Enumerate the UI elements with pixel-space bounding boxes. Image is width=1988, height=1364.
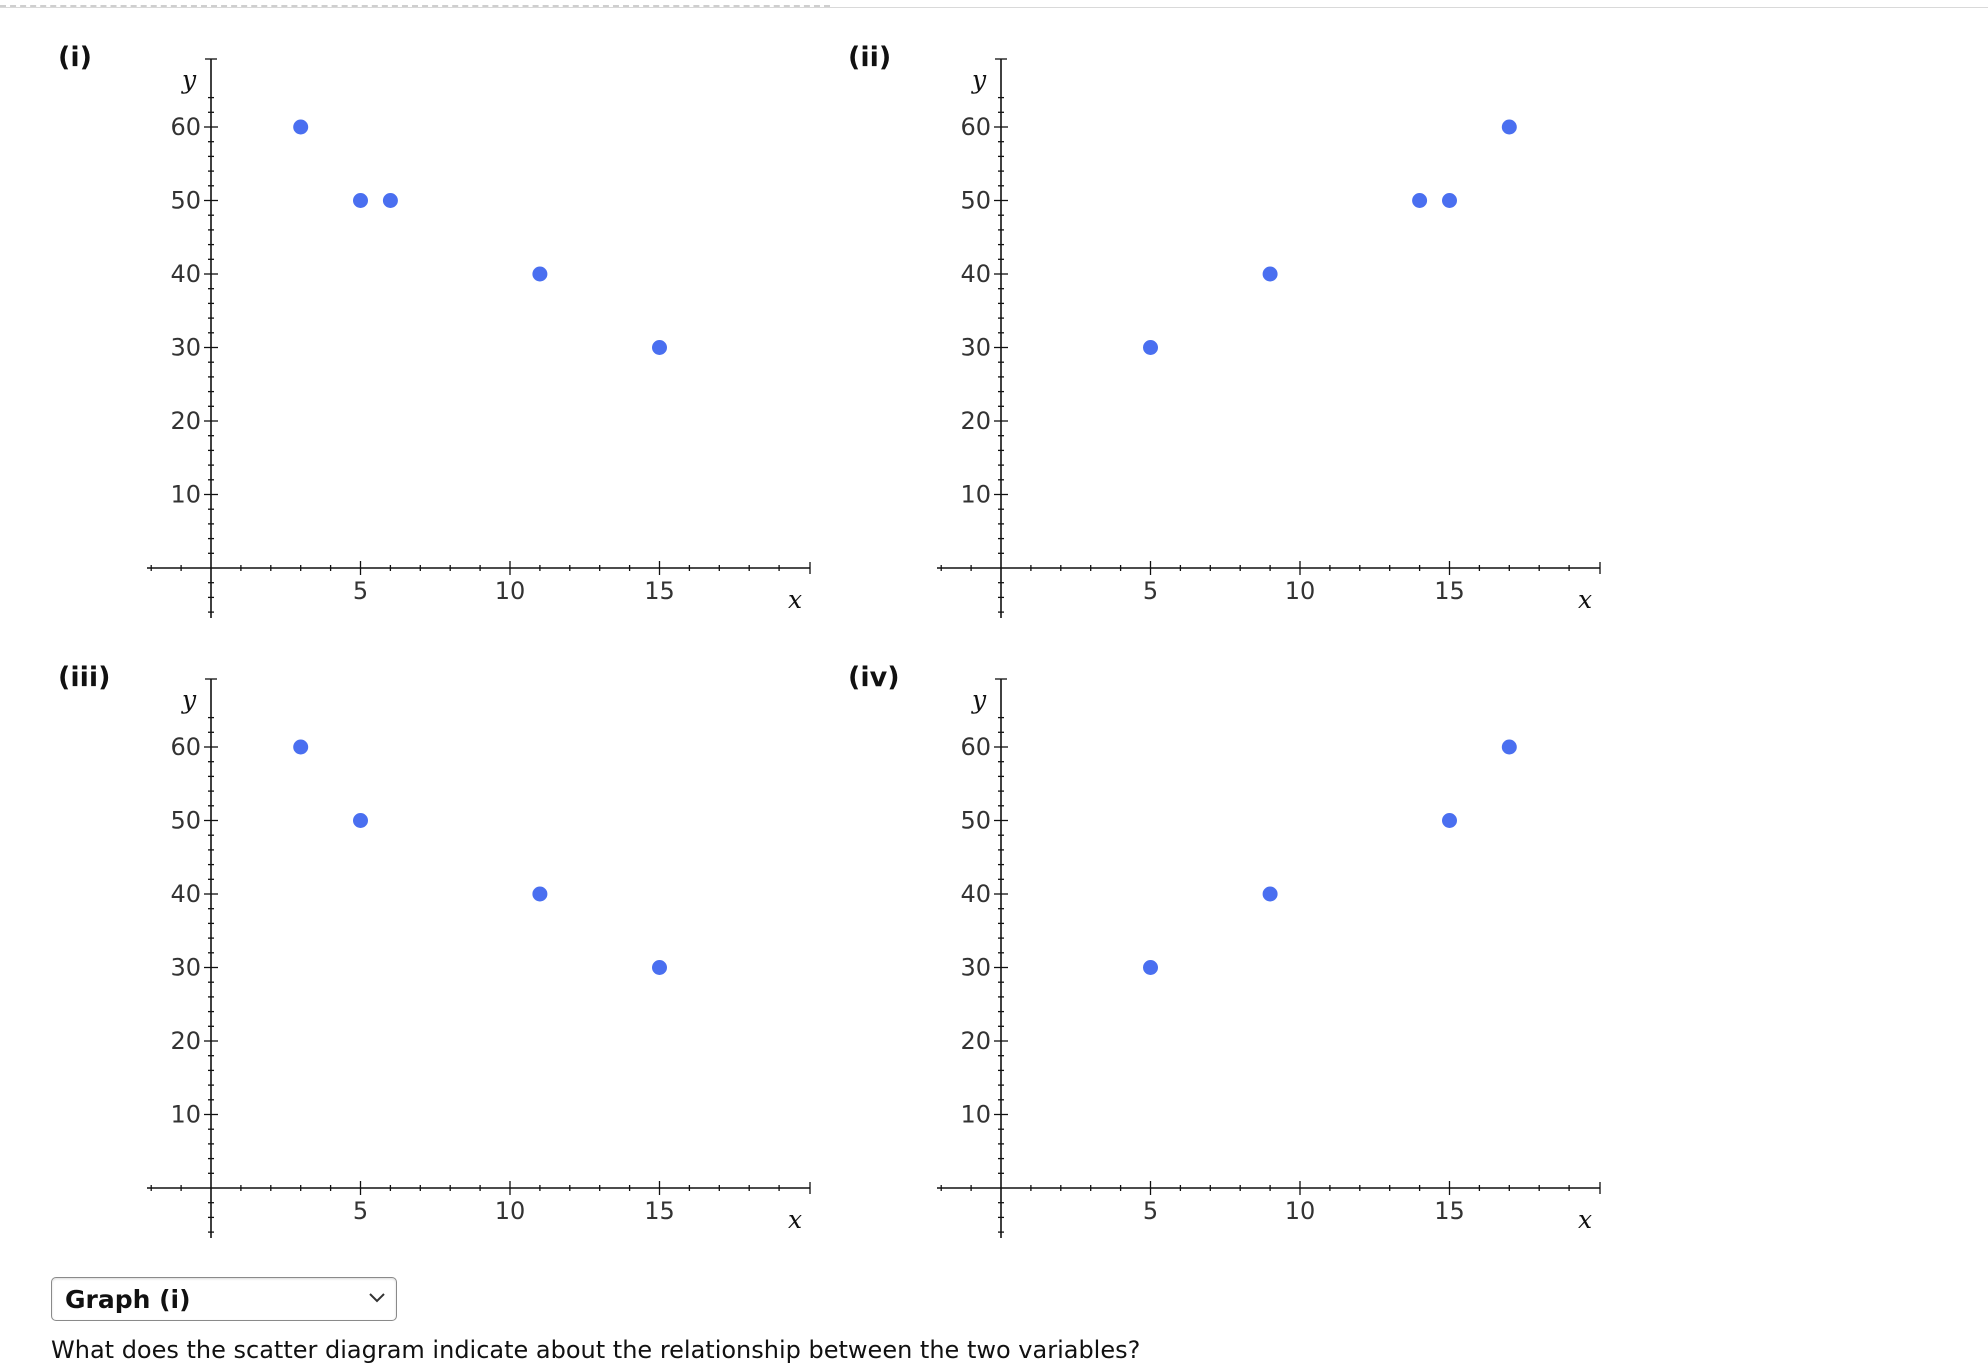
y-axis-title: y (181, 65, 197, 94)
y-tick-label: 10 (960, 1101, 991, 1129)
x-tick-label: 5 (1143, 1197, 1158, 1225)
y-tick-label: 20 (170, 407, 201, 435)
scatter-plot-ii: 5 10 15 10 20 30 40 50 60 x y (937, 58, 1601, 618)
x-tick-label: 10 (495, 1197, 526, 1225)
top-divider (0, 7, 1988, 8)
x-tick-label: 5 (1143, 577, 1158, 605)
data-point (1501, 739, 1517, 755)
y-tick-label: 30 (170, 954, 201, 982)
scatter-panel-i: (i) 5 10 15 10 20 30 40 50 60 x y (58, 42, 848, 662)
y-tick-label: 30 (960, 334, 991, 362)
data-point (1262, 886, 1278, 902)
y-tick-label: 60 (960, 113, 991, 141)
y-tick-label: 40 (170, 260, 201, 288)
y-tick-label: 60 (170, 733, 201, 761)
data-point (293, 119, 309, 135)
data-point (1501, 119, 1517, 135)
y-tick-label: 20 (170, 1027, 201, 1055)
data-point (1442, 193, 1457, 208)
cut-off-previous-text (0, 0, 830, 7)
y-tick-label: 40 (170, 880, 201, 908)
panel-label: (i) (58, 42, 92, 73)
y-tick-label: 50 (170, 187, 201, 215)
x-tick-label: 5 (353, 1197, 368, 1225)
y-tick-label: 20 (960, 1027, 991, 1055)
y-axis-title: y (971, 685, 987, 714)
data-point (353, 813, 368, 828)
data-point (1442, 813, 1457, 828)
x-axis-title: x (1578, 1205, 1592, 1234)
y-tick-label: 10 (170, 481, 201, 509)
y-tick-label: 50 (960, 807, 991, 835)
y-tick-label: 40 (960, 260, 991, 288)
data-point (652, 340, 667, 355)
data-point (293, 739, 309, 755)
y-tick-label: 60 (960, 733, 991, 761)
panel-label: (iv) (848, 662, 900, 693)
data-point (1143, 960, 1158, 975)
x-tick-label: 15 (1434, 1197, 1465, 1225)
y-tick-label: 30 (170, 334, 201, 362)
data-point (1262, 266, 1278, 282)
x-axis-title: x (1578, 585, 1592, 614)
panel-label: (iii) (58, 662, 111, 693)
data-point (382, 193, 398, 208)
y-tick-label: 10 (170, 1101, 201, 1129)
data-point (1143, 340, 1158, 355)
panel-label: (ii) (848, 42, 892, 73)
question-text: What does the scatter diagram indicate a… (51, 1336, 1141, 1364)
y-tick-label: 10 (960, 481, 991, 509)
scatter-plot-i: 5 10 15 10 20 30 40 50 60 x y (147, 58, 811, 618)
x-tick-label: 10 (1285, 1197, 1316, 1225)
y-tick-label: 30 (960, 954, 991, 982)
x-tick-label: 15 (644, 577, 675, 605)
x-axis-title: x (788, 585, 802, 614)
y-tick-label: 50 (170, 807, 201, 835)
data-point (1412, 193, 1428, 208)
y-tick-label: 50 (960, 187, 991, 215)
y-axis-title: y (971, 65, 987, 94)
x-tick-label: 10 (1285, 577, 1316, 605)
graph-select[interactable]: Graph (i) (51, 1277, 397, 1321)
x-tick-label: 10 (495, 577, 526, 605)
x-axis-title: x (788, 1205, 802, 1234)
scatter-plot-iii: 5 10 15 10 20 30 40 50 60 x y (147, 678, 811, 1238)
scatter-panel-iv: (iv) 5 10 15 10 20 30 40 50 60 x y (848, 662, 1638, 1282)
data-point (532, 886, 548, 902)
x-tick-label: 5 (353, 577, 368, 605)
scatter-panel-iii: (iii) 5 10 15 10 20 30 40 50 60 x y (58, 662, 848, 1282)
x-tick-label: 15 (1434, 577, 1465, 605)
y-tick-label: 40 (960, 880, 991, 908)
scatter-panel-ii: (ii) 5 10 15 10 20 30 40 50 60 x y (848, 42, 1638, 662)
y-tick-label: 20 (960, 407, 991, 435)
data-point (652, 960, 667, 975)
y-axis-title: y (181, 685, 197, 714)
data-point (532, 266, 548, 282)
data-point (353, 193, 368, 208)
y-tick-label: 60 (170, 113, 201, 141)
chevron-down-icon (369, 1293, 385, 1303)
x-tick-label: 15 (644, 1197, 675, 1225)
graph-select-value: Graph (i) (65, 1285, 191, 1314)
scatter-plot-iv: 5 10 15 10 20 30 40 50 60 x y (937, 678, 1601, 1238)
